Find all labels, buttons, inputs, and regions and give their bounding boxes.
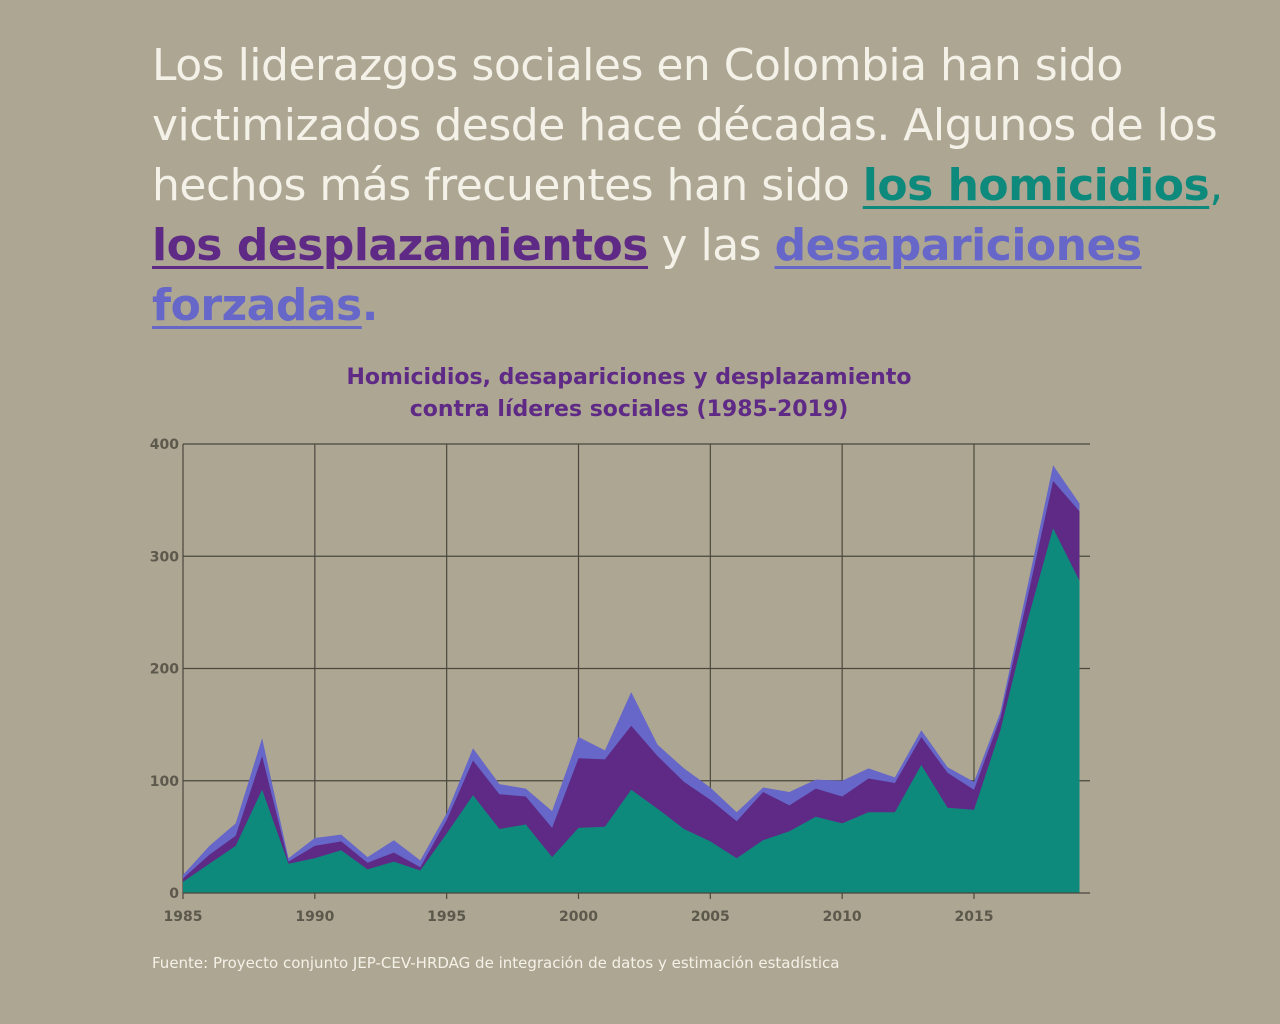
x-tick-label: 1990 — [295, 909, 334, 925]
areas — [183, 465, 1080, 893]
desapariciones-highlight: desapariciones forzadas — [152, 220, 1142, 331]
headline-end-dot: . — [361, 280, 379, 331]
y-tick-label: 100 — [150, 774, 179, 790]
x-tick-label: 1995 — [427, 909, 466, 925]
x-tick-label: 2010 — [823, 909, 862, 925]
chart-title-line-2: contra líderes sociales (1985-2019) — [409, 397, 849, 422]
headline-separator-1: , — [1209, 160, 1223, 211]
axes: 0 100 200 300 400 1985 1990 1995 2000 2005 2010 201… — [150, 437, 1090, 925]
headline: Los liderazgos sociales en Colombia han … — [152, 36, 1232, 336]
chart-title: Homicidios, desapariciones y desplazamie… — [0, 362, 1258, 426]
desplazamientos-highlight: los desplazamientos — [152, 220, 648, 271]
y-tick-label: 0 — [169, 886, 179, 902]
x-tick-label: 2015 — [955, 909, 994, 925]
headline-intro: Los liderazgos sociales en Colombia han … — [152, 40, 1218, 211]
area-desapariciones-forzadas — [183, 465, 1080, 893]
x-tick-label: 2000 — [559, 909, 598, 925]
y-tick-label: 400 — [150, 437, 179, 453]
x-tick-label: 2005 — [691, 909, 730, 925]
y-tick-label: 300 — [150, 549, 179, 565]
area-los-homicidios — [183, 528, 1080, 893]
x-tick-label: 1985 — [164, 909, 203, 925]
homicidios-highlight: los homicidios — [862, 160, 1210, 211]
area-los-desplazamientos — [183, 481, 1080, 893]
chart-title-line-1: Homicidios, desapariciones y desplazamie… — [346, 365, 912, 390]
headline-separator-2: y las — [647, 220, 775, 271]
y-tick-label: 200 — [150, 662, 179, 678]
source-note: Fuente: Proyecto conjunto JEP-CEV-HRDAG … — [152, 954, 840, 972]
